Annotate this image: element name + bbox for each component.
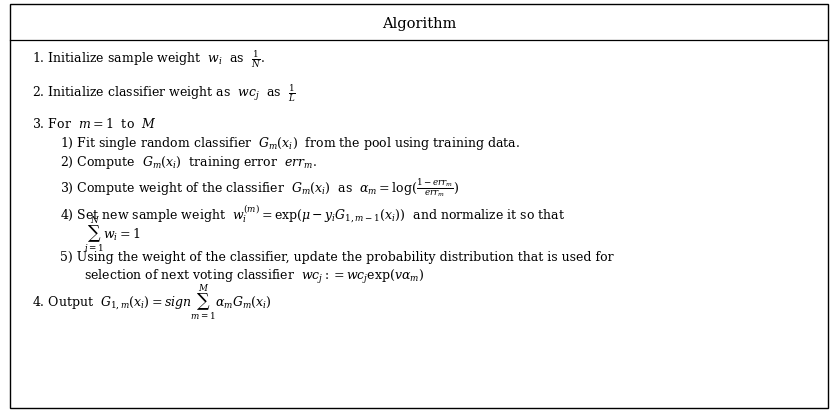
Text: 1. Initialize sample weight  $w_i$  as  $\frac{1}{N}.$: 1. Initialize sample weight $w_i$ as $\f…: [32, 48, 265, 69]
Text: 3. For  $m = 1$  to  $M$: 3. For $m = 1$ to $M$: [32, 117, 157, 131]
Text: selection of next voting classifier  $wc_j := wc_j\exp(v\alpha_m)$: selection of next voting classifier $wc_…: [84, 267, 424, 285]
Text: Algorithm: Algorithm: [382, 17, 456, 31]
Text: $\sum_{i=1}^{N} w_i = 1$: $\sum_{i=1}^{N} w_i = 1$: [84, 214, 140, 253]
Text: 2) Compute  $G_m(x_i)$  training error  $err_m.$: 2) Compute $G_m(x_i)$ training error $er…: [60, 154, 317, 171]
Text: 2. Initialize classifier weight as  $wc_j$  as  $\frac{1}{L}$: 2. Initialize classifier weight as $wc_j…: [32, 82, 296, 104]
Text: 4) Set new sample weight  $w_i^{(m)} = \exp(\mu - y_i G_{1,m-1}(x_i))$  and norm: 4) Set new sample weight $w_i^{(m)} = \e…: [60, 203, 566, 225]
Text: 1) Fit single random classifier  $G_m(x_i)$  from the pool using training data.: 1) Fit single random classifier $G_m(x_i…: [60, 135, 520, 152]
Text: 4. Output  $G_{1,m}(x_i) = sign\sum_{m=1}^{M} \alpha_m G_m(x_i)$: 4. Output $G_{1,m}(x_i) = sign\sum_{m=1}…: [32, 282, 272, 321]
Text: 3) Compute weight of the classifier  $G_m(x_i)$  as  $\alpha_m = \log(\frac{1-er: 3) Compute weight of the classifier $G_m…: [60, 176, 460, 198]
Text: 5) Using the weight of the classifier, update the probability distribution that : 5) Using the weight of the classifier, u…: [60, 250, 614, 263]
